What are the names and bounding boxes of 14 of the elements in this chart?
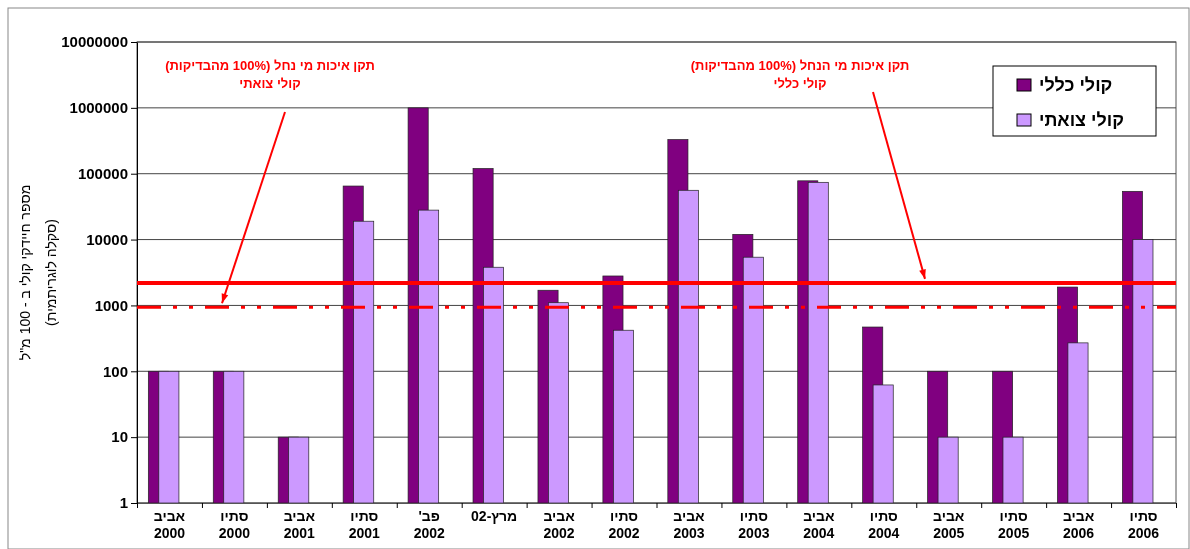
ref-line-label: תקן איכות מי נחל (100% מהבדיקות) קולי צואתי (165, 58, 375, 91)
y-tick-label: 10 (111, 428, 128, 446)
y-tick-label: 10000 (86, 230, 128, 248)
y-axis-title: מספר חיידקי קולי ב - 100 מ"ל (סקלה לוגריתמית) (17, 184, 59, 361)
y-tick-label: 1000 (94, 296, 128, 314)
y-tick-label: 1000000 (69, 99, 128, 117)
y-tick-label: 100000 (77, 165, 128, 183)
ref-line-label: תקן איכות מי הנחל (100% מהבדיקות) קולי כללי (690, 58, 910, 91)
y-tick-label: 100 (102, 362, 128, 380)
legend-label: קולי צואתי (1039, 110, 1124, 130)
legend-label: קולי כללי (1039, 75, 1113, 95)
y-tick-label: 1 (119, 494, 128, 512)
y-tick-label: 10000000 (61, 33, 128, 51)
x-tick-label: מרץ-02 (471, 508, 518, 524)
